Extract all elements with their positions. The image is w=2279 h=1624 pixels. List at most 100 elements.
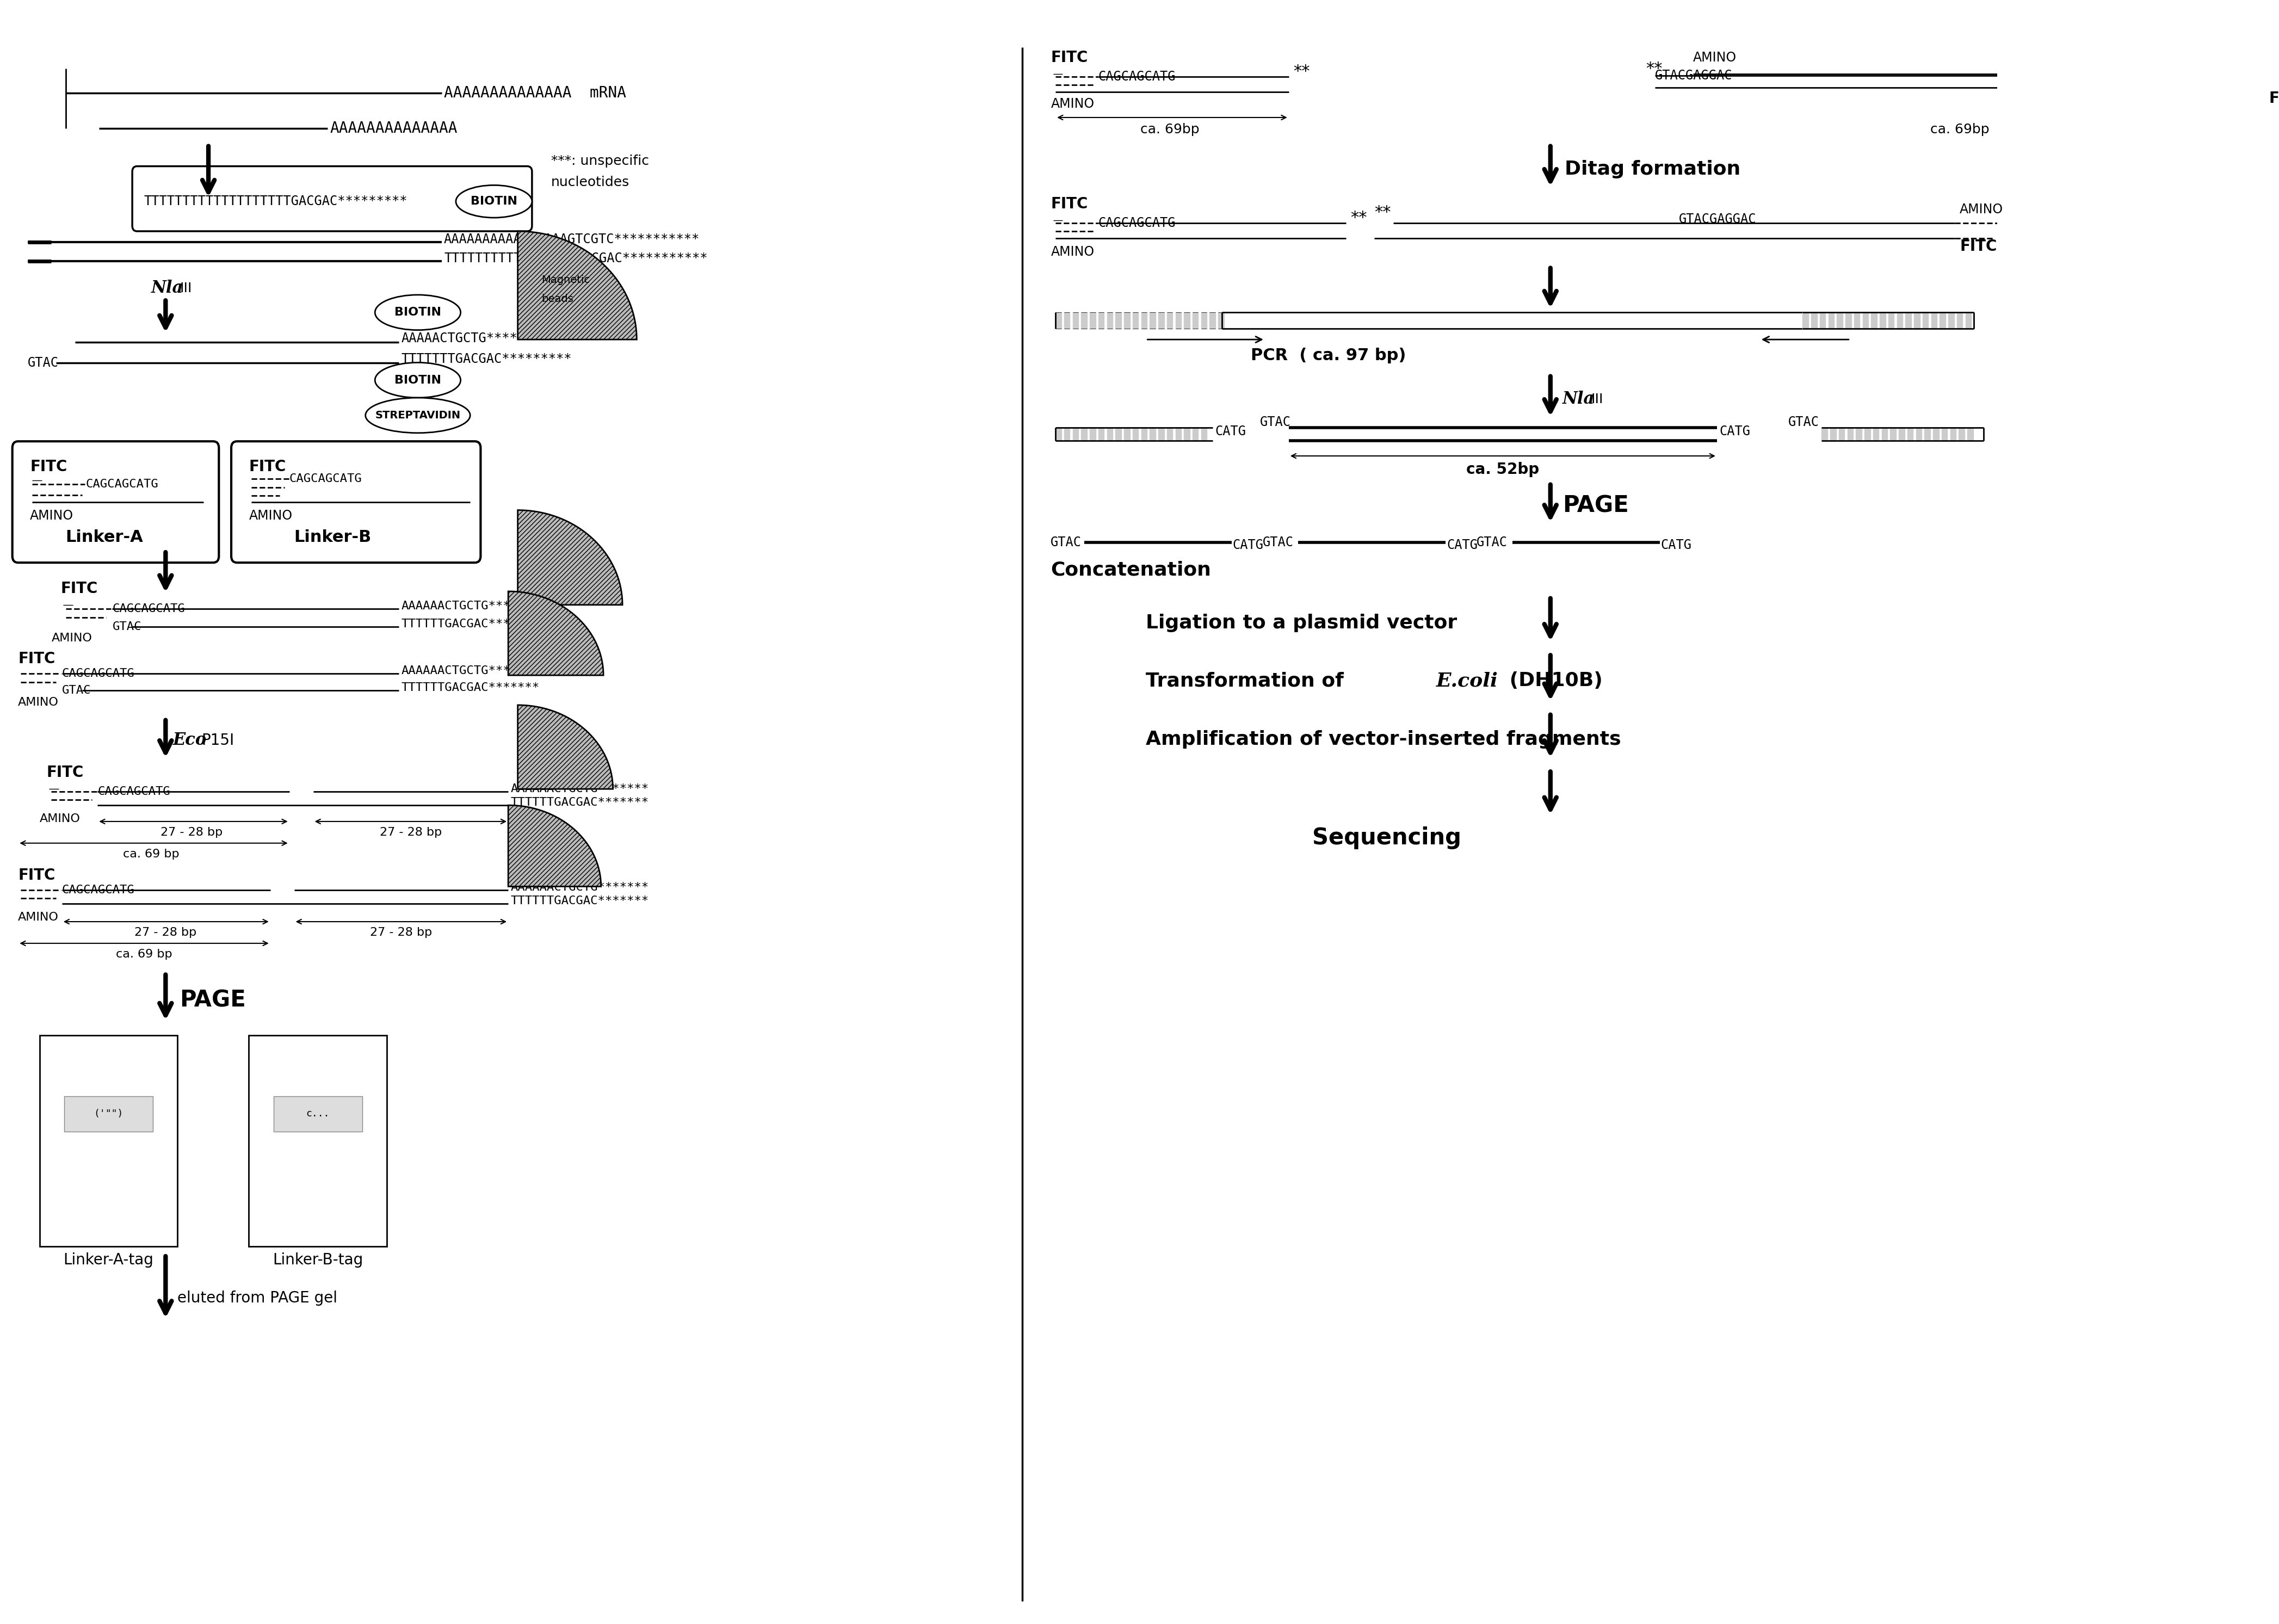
Text: FITC: FITC [248,460,287,474]
Text: GTACGAGGAC: GTACGAGGAC [1680,213,1757,226]
Text: FITC: FITC [62,581,98,596]
Text: P15I: P15I [201,732,235,749]
FancyBboxPatch shape [132,166,531,231]
Text: GTAC: GTAC [1263,536,1294,549]
Text: CAGCAGCATG: CAGCAGCATG [1098,70,1176,83]
Text: CATG: CATG [1661,539,1691,552]
FancyBboxPatch shape [273,1096,362,1132]
Text: TTTTTTTGACGAC*********: TTTTTTTGACGAC********* [401,352,572,365]
Text: ca. 69 bp: ca. 69 bp [123,848,180,859]
Text: 27 - 28 bp: 27 - 28 bp [369,927,433,939]
FancyBboxPatch shape [248,1036,387,1247]
Polygon shape [508,591,604,676]
Text: **: ** [1645,60,1661,76]
Text: ('""): ('"") [93,1109,123,1119]
Text: 27 - 28 bp: 27 - 28 bp [134,927,196,939]
Text: **: ** [1351,209,1367,226]
Text: AAAAAACTGCTG*******: AAAAAACTGCTG******* [510,882,650,893]
Text: FITC: FITC [2270,91,2279,106]
Text: eluted from PAGE gel: eluted from PAGE gel [178,1291,337,1306]
Text: AMINO: AMINO [1051,97,1094,110]
Text: CAGCAGCATG: CAGCAGCATG [62,885,134,896]
Text: AMINO: AMINO [52,633,91,643]
Text: GTAC: GTAC [62,685,91,695]
Text: TTTTTTGACGAC*******: TTTTTTGACGAC******* [510,896,650,906]
Text: FITC: FITC [1051,197,1087,211]
Text: CAGCAGCATG: CAGCAGCATG [289,473,362,484]
Text: AMINO: AMINO [39,814,80,825]
Text: Amplification of vector-inserted fragments: Amplification of vector-inserted fragmen… [1146,729,1620,749]
Text: CATG: CATG [1215,425,1247,438]
Text: Sequencing: Sequencing [1313,827,1461,849]
Text: AAAAAACTGCTG*******: AAAAAACTGCTG******* [510,783,650,794]
Text: GTAC: GTAC [27,356,59,369]
Text: AMINO: AMINO [30,508,73,521]
Text: Transformation of: Transformation of [1146,671,1351,690]
Text: Concatenation: Concatenation [1051,560,1210,578]
Text: BIOTIN: BIOTIN [394,375,442,385]
Text: BIOTIN: BIOTIN [469,197,517,206]
Text: ***: unspecific: ***: unspecific [552,154,650,167]
Text: CATG: CATG [1718,425,1750,438]
Text: FITC: FITC [18,867,55,883]
Text: c...: c... [305,1109,330,1119]
Text: BIOTIN: BIOTIN [394,307,442,318]
Text: TTTTTTTTTTTTTTTTTTTGACGAC*********: TTTTTTTTTTTTTTTTTTTGACGAC********* [144,195,408,208]
Text: CAGCAGCATG: CAGCAGCATG [1098,216,1176,229]
Text: E.coli: E.coli [1436,671,1497,690]
Text: (DH10B): (DH10B) [1502,671,1602,690]
FancyBboxPatch shape [11,442,219,562]
Text: AMINO: AMINO [248,508,292,521]
FancyBboxPatch shape [230,442,481,562]
Text: Magnetic: Magnetic [542,274,590,286]
Text: beads: beads [542,294,574,304]
Text: TTTTTTTTTTTTTTTTTGACGAC***********: TTTTTTTTTTTTTTTTTGACGAC*********** [444,252,706,265]
Text: TTTTTTGACGAC*******: TTTTTTGACGAC******* [401,682,540,693]
Text: GTAC: GTAC [112,620,141,632]
Text: 27 - 28 bp: 27 - 28 bp [381,827,442,838]
FancyBboxPatch shape [64,1096,153,1132]
Text: 27 - 28 bp: 27 - 28 bp [162,827,223,838]
Text: FITC: FITC [18,651,55,666]
Text: Linker-A: Linker-A [66,529,144,546]
Text: nucleotides: nucleotides [552,175,629,188]
Text: PAGE: PAGE [180,989,246,1012]
Text: GTAC: GTAC [1051,536,1083,549]
Text: CATG: CATG [1233,539,1263,552]
Text: AAAAAAAAAAAAAA: AAAAAAAAAAAAAA [330,120,458,136]
Text: Linker-A-tag: Linker-A-tag [64,1252,153,1268]
Text: FITC: FITC [46,765,84,781]
Text: AAAAACTGCTG*********: AAAAACTGCTG********* [401,331,556,344]
Text: AMINO: AMINO [1051,245,1094,258]
Text: III: III [1591,393,1602,406]
Text: Ditag formation: Ditag formation [1566,159,1741,179]
Ellipse shape [456,185,531,218]
Text: Eco: Eco [173,732,207,749]
FancyBboxPatch shape [39,1036,178,1247]
Text: CATG: CATG [1447,539,1477,552]
Text: CAGCAGCATG: CAGCAGCATG [87,479,160,489]
Text: CAGCAGCATG: CAGCAGCATG [62,667,134,679]
Text: AAAAAAAAAAAAAA  mRNA: AAAAAAAAAAAAAA mRNA [444,86,627,101]
Text: TTTTTTGACGAC*********: TTTTTTGACGAC********* [401,619,554,628]
Text: AAAAAAAAAAAAAAAAGTCGTC***********: AAAAAAAAAAAAAAAAGTCGTC*********** [444,232,700,245]
Text: GTAC: GTAC [1260,416,1292,429]
Text: ca. 69 bp: ca. 69 bp [116,948,173,960]
Polygon shape [517,705,613,789]
Text: Linker-B: Linker-B [294,529,371,546]
Ellipse shape [376,362,460,398]
Text: FITC: FITC [1960,239,1996,253]
Text: Nla: Nla [1563,391,1595,408]
Text: ca. 52bp: ca. 52bp [1465,461,1538,477]
Text: Nla: Nla [150,279,185,297]
Text: **: ** [1294,63,1310,80]
Text: Ligation to a plasmid vector: Ligation to a plasmid vector [1146,614,1456,632]
Ellipse shape [365,398,469,434]
Text: AMINO: AMINO [1693,52,1737,65]
Polygon shape [517,231,636,339]
Text: Linker-B-tag: Linker-B-tag [273,1252,362,1268]
Text: PCR  ( ca. 97 bp): PCR ( ca. 97 bp) [1251,348,1406,364]
Text: PAGE: PAGE [1563,494,1629,516]
Text: AAAAAACTGCTG*******: AAAAAACTGCTG******* [401,666,540,676]
Text: ca. 69bp: ca. 69bp [1140,123,1199,136]
